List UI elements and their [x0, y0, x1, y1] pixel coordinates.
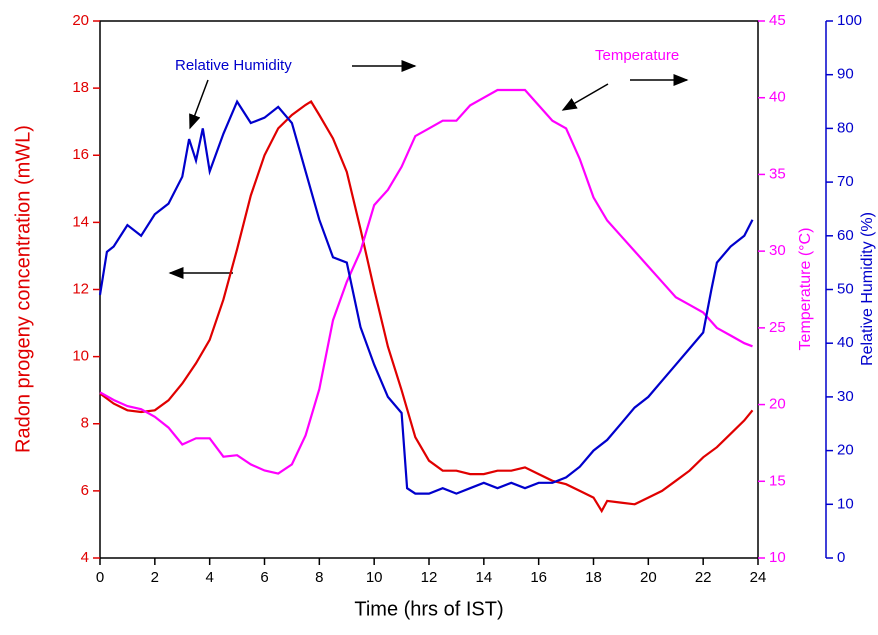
y2-tick-label: 20 — [769, 396, 786, 413]
y2-tick-label: 25 — [769, 319, 786, 336]
y-tick-label: 18 — [72, 79, 89, 96]
x-tick-label: 0 — [96, 569, 104, 586]
x-tick-label: 14 — [475, 569, 492, 586]
y-tick-label: 4 — [81, 549, 89, 566]
y-tick-label: 10 — [72, 348, 89, 365]
y3-axis-title: Relative Humidity (%) — [859, 212, 876, 366]
y-tick-label: 16 — [72, 146, 89, 163]
y3-tick-label: 80 — [837, 119, 854, 136]
y3-tick-label: 50 — [837, 280, 854, 297]
y3-tick-label: 60 — [837, 227, 854, 244]
x-tick-label: 4 — [205, 569, 213, 586]
x-tick-label: 16 — [530, 569, 547, 586]
y-tick-label: 6 — [81, 482, 89, 499]
y2-tick-label: 40 — [769, 89, 786, 106]
y3-tick-label: 10 — [837, 495, 854, 512]
y2-axis-title: Temperature (°C) — [797, 228, 814, 351]
annotation: Temperature — [595, 47, 679, 64]
x-tick-label: 10 — [366, 569, 383, 586]
y-tick-label: 20 — [72, 12, 89, 29]
plot-frame — [99, 20, 759, 559]
arrow — [189, 79, 209, 130]
x-tick-label: 2 — [151, 569, 159, 586]
series-line — [98, 99, 754, 495]
y3-tick-label: 40 — [837, 334, 854, 351]
x-axis-title: Time (hrs of IST) — [354, 598, 503, 620]
x-tick-label: 6 — [260, 569, 268, 586]
y3-tick-label: 30 — [837, 388, 854, 405]
y-tick-label: 8 — [81, 415, 89, 432]
y3-tick-label: 20 — [837, 442, 854, 459]
x-tick-label: 18 — [585, 569, 602, 586]
series-line — [99, 99, 754, 514]
y2-tick-label: 30 — [769, 242, 786, 259]
y2-tick-label: 35 — [769, 165, 786, 182]
y2-tick-label: 45 — [769, 12, 786, 29]
y3-tick-label: 0 — [837, 549, 845, 566]
x-tick-label: 12 — [421, 569, 438, 586]
y3-tick-label: 90 — [837, 66, 854, 83]
x-tick-label: 22 — [695, 569, 712, 586]
y-tick-label: 14 — [72, 213, 89, 230]
y2-tick-label: 10 — [769, 549, 786, 566]
y3-tick-label: 70 — [837, 173, 854, 190]
series-line — [99, 88, 753, 475]
x-tick-label: 8 — [315, 569, 323, 586]
y3-tick-label: 100 — [837, 12, 862, 29]
x-tick-label: 24 — [750, 569, 767, 586]
annotation: Relative Humidity — [175, 57, 292, 74]
arrow — [561, 83, 609, 111]
y-axis-title: Radon progeny concentration (mWL) — [12, 125, 34, 453]
y2-tick-label: 15 — [769, 472, 786, 489]
y-tick-label: 12 — [72, 280, 89, 297]
x-tick-label: 20 — [640, 569, 657, 586]
